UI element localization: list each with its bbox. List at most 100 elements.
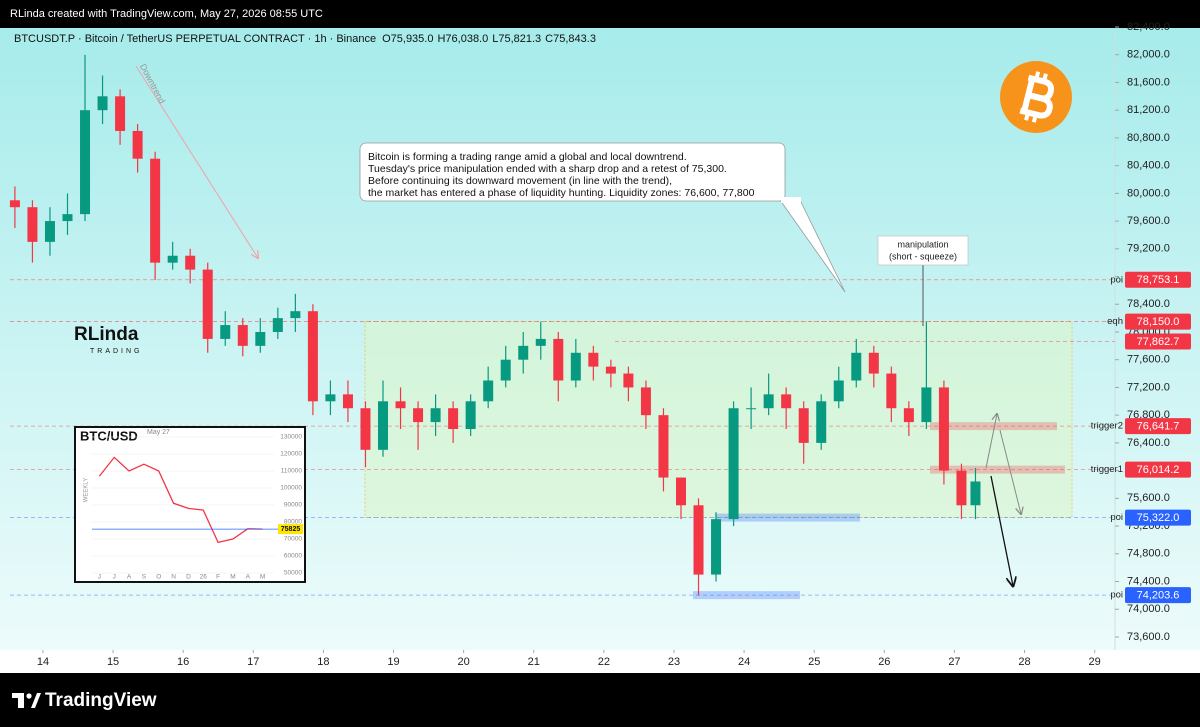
candle-body [272, 318, 283, 332]
y-tick-label: 77,600.0 [1127, 354, 1170, 366]
level-tag-label: 75,322.0 [1137, 512, 1180, 524]
level-tag-label: 77,862.7 [1137, 336, 1180, 348]
candle-body [938, 387, 949, 471]
y-tick-label: 73,600.0 [1127, 631, 1170, 643]
candle-body [44, 221, 55, 242]
inset-x-tick-label: J [98, 574, 101, 581]
x-tick-label: 16 [177, 656, 189, 668]
y-tick-label: 76,800.0 [1127, 409, 1170, 421]
callout-box [359, 142, 786, 202]
inset-date: May 27 [147, 429, 170, 436]
candle-body [185, 255, 196, 270]
y-tick-label: 79,200.0 [1127, 243, 1170, 255]
candle-body [886, 373, 897, 409]
level-zone [715, 513, 860, 522]
candle-body [970, 481, 981, 506]
candle-body [202, 269, 213, 339]
level-tag [1125, 271, 1191, 288]
x-tick-label: 14 [37, 656, 49, 668]
plot-layer: 73,600.074,000.074,400.074,800.075,200.0… [9, 21, 1191, 668]
top-bar [0, 0, 1200, 28]
annotation-line: Bitcoin is forming a trading range amid … [368, 151, 687, 163]
candle-body [255, 331, 266, 346]
inset-x-tick-label: M [260, 574, 265, 581]
candle-body [816, 401, 827, 443]
projection-arrow [999, 429, 1021, 514]
candle-body [483, 380, 494, 402]
inset-x-tick-label: F [216, 574, 220, 581]
candle-body [167, 255, 178, 263]
x-tick-label: 17 [247, 656, 259, 668]
y-tick-label: 78,400.0 [1127, 298, 1170, 310]
candle-body [868, 352, 879, 374]
candle-body [27, 207, 38, 242]
candle-body [448, 408, 459, 430]
candle-body [342, 394, 353, 409]
level-tag [1125, 418, 1191, 435]
x-tick-label: 28 [1018, 656, 1030, 668]
candle-body [728, 408, 739, 520]
candle-body [500, 359, 511, 381]
candle-body [395, 401, 406, 409]
level-tag [1125, 587, 1191, 604]
candle-body [9, 200, 20, 208]
brand-name: RLinda [74, 324, 139, 345]
projection-arrow [990, 475, 1013, 586]
candle-body [570, 352, 581, 381]
inset-x-tick-label: S [142, 574, 147, 581]
y-tick-label: 74,000.0 [1127, 603, 1170, 615]
level-name: poi [1110, 512, 1123, 523]
candle-body [623, 373, 634, 388]
x-tick-label: 19 [387, 656, 399, 668]
level-tag-label: 76,641.7 [1137, 421, 1180, 433]
y-tick-label: 81,200.0 [1127, 104, 1170, 116]
candle-body [430, 408, 441, 423]
inset-x-tick-label: M [230, 574, 235, 581]
inset-frame [74, 426, 306, 583]
level-name: trigger1 [1091, 464, 1123, 475]
x-tick-label: 25 [808, 656, 820, 668]
inset-x-tick-label: D [186, 574, 191, 581]
inset-title: BTC/USD [80, 428, 138, 443]
level-name: poi [1110, 274, 1123, 285]
candle-body [675, 477, 686, 506]
candle-body [921, 387, 932, 423]
candle-body [237, 325, 248, 346]
footer-brand: TradingView [45, 690, 157, 711]
candle-body [413, 408, 424, 423]
inset-x-tick-label: N [171, 574, 176, 581]
level-name: poi [1110, 590, 1123, 601]
candle-body [693, 505, 704, 575]
y-tick-label: 79,600.0 [1127, 215, 1170, 227]
candle-body [150, 158, 161, 263]
candle-body [378, 401, 389, 450]
inset-y-tick-label: 60000 [284, 553, 302, 560]
chart-title: BTCUSDT.P · Bitcoin / TetherUS PERPETUAL… [14, 33, 376, 45]
candle-body [115, 96, 126, 131]
inset-x-tick-label: A [246, 574, 251, 581]
inset-y-tick-label: 110000 [281, 468, 303, 475]
x-tick-label: 22 [598, 656, 610, 668]
ohlc-value: H76,038.0 [437, 33, 488, 45]
candle-body [307, 311, 318, 402]
candle-body [553, 338, 564, 381]
level-tag-label: 78,150.0 [1137, 316, 1180, 328]
inset-y-tick-label: 130000 [280, 434, 302, 441]
candle-body [132, 130, 143, 159]
candle-body [658, 415, 669, 478]
bitcoin-logo [1000, 61, 1072, 133]
ohlc-value: L75,821.3 [492, 33, 541, 45]
annotation-line: Before continuing its downward movement … [368, 175, 672, 187]
level-zone [930, 422, 1057, 431]
candle-body [746, 408, 757, 410]
attribution: RLinda created with TradingView.com, May… [10, 8, 323, 20]
candle-body [956, 470, 967, 506]
y-tick-label: 80,400.0 [1127, 160, 1170, 172]
note-line-text: (short - squeeze) [889, 251, 957, 261]
x-tick-label: 27 [948, 656, 960, 668]
x-tick-label: 21 [528, 656, 540, 668]
x-tick-label: 18 [317, 656, 329, 668]
y-tick-label: 75,600.0 [1127, 492, 1170, 504]
level-name: eqh [1107, 316, 1123, 327]
ohlc-value: C75,843.3 [545, 33, 596, 45]
